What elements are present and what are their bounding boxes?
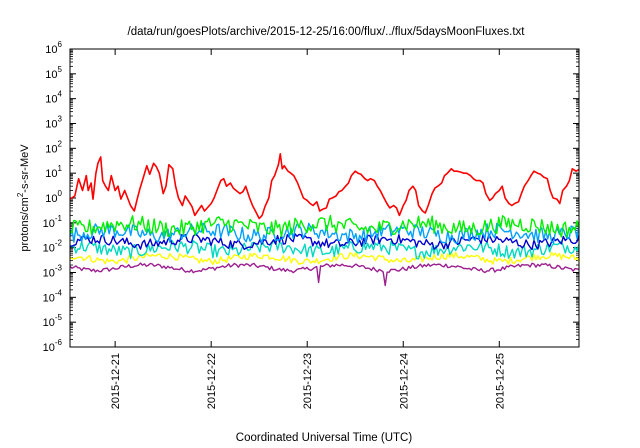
y-tick-label: 105 [45,65,62,81]
y-tick-label: 101 [45,164,62,180]
x-tick-label: 2015-12-24 [398,353,410,409]
series-line-6 [69,262,580,287]
series-line-5 [69,251,580,266]
x-axis: 2015-12-21 2015-12-22 2015-12-23 2015-12-24… [110,49,506,409]
x-axis-label: Coordinated Universal Time (UTC) [236,432,413,444]
y-axis-label-suffix: -s-sr-MeV [19,144,31,193]
y-tick-label: 10-4 [43,288,63,304]
x-tick-label: 2015-12-22 [206,353,218,409]
y-axis-label-prefix: protons/cm [19,197,31,251]
series-line-3 [69,233,580,251]
series-line-2 [69,222,580,245]
x-tick-label: 2015-12-21 [110,353,122,409]
chart-title: /data/run/goesPlots/archive/2015-12-25/1… [128,26,526,38]
y-tick-label: 104 [45,90,62,106]
y-axis-label: protons/cm2-s-sr-MeV [16,144,31,252]
y-tick-label: 10-3 [43,264,63,280]
y-tick-label: 102 [45,139,62,155]
y-tick-label: 10-1 [43,214,63,230]
x-tick-label: 2015-12-25 [494,353,506,409]
series-line-4 [69,239,580,260]
y-tick-label: 106 [45,40,62,56]
y-axis-label-superscript: 2 [16,192,25,197]
y-tick-label: 10-6 [43,338,63,354]
y-tick-label: 103 [45,115,62,131]
y-tick-label: 10-5 [43,313,63,329]
series-layer [69,153,580,287]
plot-frame [69,48,580,348]
series-line-1 [69,214,580,238]
series-line-0 [69,153,580,220]
y-tick-label: 10-2 [43,239,63,255]
y-tick-label: 100 [45,189,62,205]
x-tick-label: 2015-12-23 [302,353,314,409]
